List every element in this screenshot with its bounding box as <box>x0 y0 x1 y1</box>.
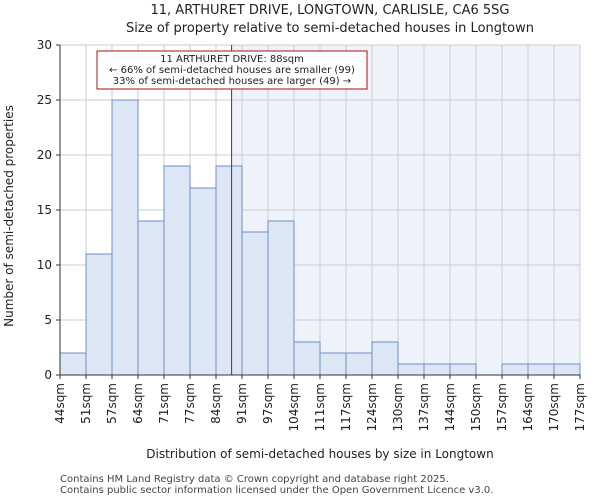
histogram-bar <box>189 187 217 376</box>
footer-copyright: Contains HM Land Registry data © Crown c… <box>60 474 449 485</box>
histogram-bar <box>449 363 477 376</box>
y-tick-label: 0 <box>44 368 52 382</box>
x-tick-label: 117sqm <box>339 383 353 431</box>
x-tick-label: 104sqm <box>287 383 301 431</box>
x-tick-label: 170sqm <box>547 383 561 431</box>
histogram-bar <box>423 363 451 376</box>
x-tick-label: 64sqm <box>131 383 145 424</box>
histogram-bar <box>371 341 399 376</box>
x-tick-label: 57sqm <box>105 383 119 424</box>
footer-licence: Contains public sector information licen… <box>60 485 494 496</box>
x-tick-label: 124sqm <box>365 383 379 431</box>
y-tick-label: 5 <box>44 313 52 327</box>
x-tick-label: 91sqm <box>235 383 249 424</box>
histogram-bar <box>527 363 555 376</box>
histogram-bar <box>111 99 139 376</box>
histogram-bar <box>553 363 581 376</box>
histogram-bar <box>501 363 529 376</box>
x-tick-label: 77sqm <box>183 383 197 424</box>
x-tick-label: 144sqm <box>443 383 457 431</box>
histogram-bar <box>345 352 373 376</box>
x-tick-label: 137sqm <box>417 383 431 431</box>
plot-area: 0 5 10 15 20 25 30 44sqm 51sqm 57sqm 64sqm 71sqm 77s… <box>37 38 587 431</box>
chart-subtitle: Size of property relative to semi-detach… <box>126 21 534 36</box>
x-tick-label: 177sqm <box>573 383 587 431</box>
histogram-bar <box>267 220 295 376</box>
histogram-bar <box>85 253 113 376</box>
annotation-line-3: 33% of semi-detached houses are larger (… <box>113 76 351 87</box>
histogram-bar <box>319 352 347 376</box>
y-tick-label: 20 <box>37 148 52 162</box>
histogram-bar <box>163 165 191 376</box>
histogram-bar <box>293 341 321 376</box>
x-tick-label: 51sqm <box>79 383 93 424</box>
x-tick-label: 164sqm <box>521 383 535 431</box>
x-tick-label: 130sqm <box>391 383 405 431</box>
chart-title: 11, ARTHURET DRIVE, LONGTOWN, CARLISLE, … <box>151 3 510 18</box>
x-tick-label: 84sqm <box>209 383 223 424</box>
histogram-bar <box>137 220 165 376</box>
y-tick-label: 30 <box>37 38 52 52</box>
y-tick-label: 10 <box>37 258 52 272</box>
histogram-bar <box>241 231 269 376</box>
y-tick-label: 15 <box>37 203 52 217</box>
histogram-bar <box>215 165 243 376</box>
y-axis-label: Number of semi-detached properties <box>2 105 16 327</box>
y-tick-label: 25 <box>37 93 52 107</box>
annotation-box <box>96 50 368 90</box>
histogram-bar <box>59 352 87 376</box>
x-tick-label: 157sqm <box>495 383 509 431</box>
x-axis-label: Distribution of semi-detached houses by … <box>146 447 493 461</box>
x-tick-label: 111sqm <box>313 383 327 431</box>
x-tick-label: 71sqm <box>157 383 171 424</box>
x-tick-label: 97sqm <box>261 383 275 424</box>
annotation-line-2: ← 66% of semi-detached houses are smalle… <box>109 65 355 76</box>
x-tick-label: 44sqm <box>53 383 67 424</box>
x-tick-label: 150sqm <box>469 383 483 431</box>
histogram-bar <box>397 363 425 376</box>
annotation-line-1: 11 ARTHURET DRIVE: 88sqm <box>160 54 304 65</box>
